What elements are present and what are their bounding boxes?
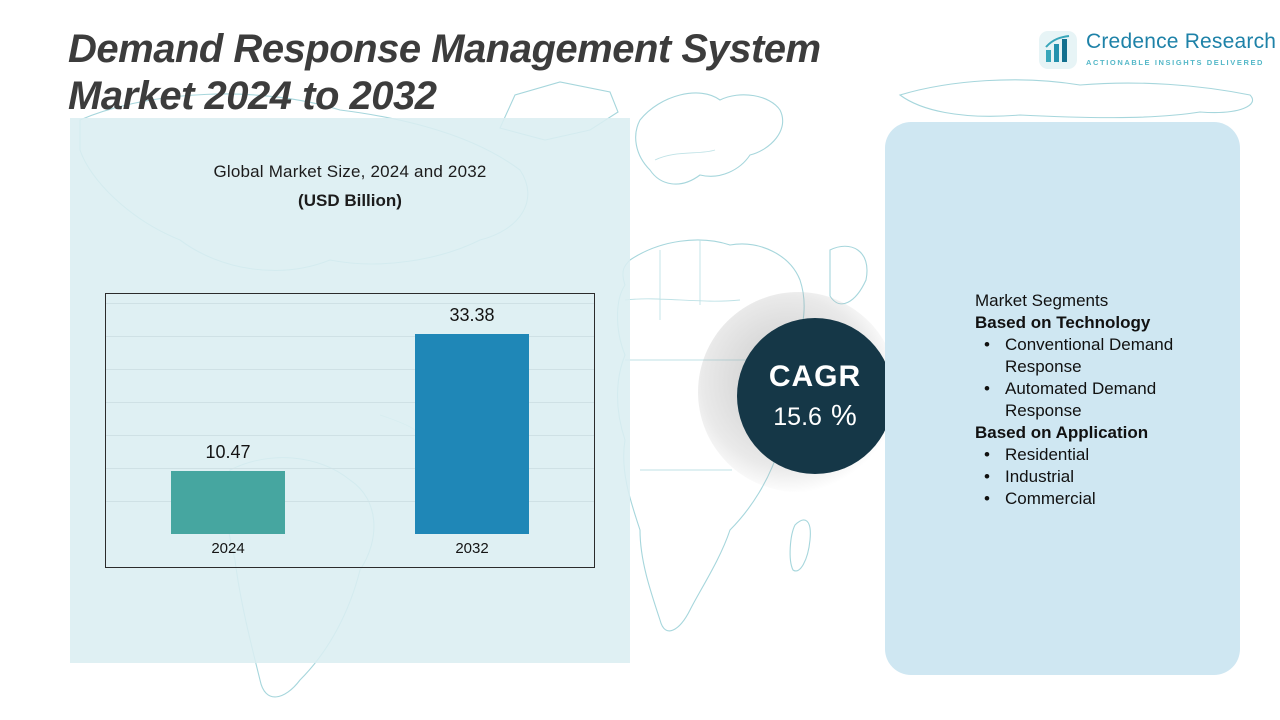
cagr-value-row: 15.6 % bbox=[773, 400, 856, 433]
cagr-value: 15.6 bbox=[773, 402, 822, 431]
cagr-percent-sign: % bbox=[830, 399, 857, 432]
list-item: • Residential bbox=[975, 444, 1223, 466]
page-title-line1: Demand Response Management System bbox=[68, 27, 821, 71]
brand-tagline: Actionable Insights Delivered bbox=[1086, 58, 1265, 67]
segment-item-label: Commercial bbox=[1005, 489, 1096, 508]
page-title: Demand Response Management System Market… bbox=[68, 26, 968, 120]
chart-title: Global Market Size, 2024 and 2032 bbox=[213, 162, 487, 181]
segments-title: Market Segments bbox=[975, 291, 1109, 310]
bar-group-2032: 33.38 bbox=[350, 294, 594, 534]
x-axis-label-2032: 2032 bbox=[455, 540, 489, 557]
chart-panel: Global Market Size, 2024 and 2032 (USD B… bbox=[70, 118, 630, 663]
list-item: • Commercial bbox=[975, 488, 1223, 510]
bar-chart: 10.47 33.38 2024 2032 bbox=[105, 293, 595, 568]
page-title-line2: Market 2024 to 2032 bbox=[68, 74, 437, 119]
cagr-label: CAGR bbox=[768, 359, 862, 393]
chart-bar bbox=[415, 333, 529, 534]
bullet-icon: • bbox=[984, 467, 990, 486]
bar-value-label: 33.38 bbox=[449, 304, 495, 325]
list-item: • Automated Demand Response bbox=[975, 378, 1223, 422]
bar-chart-plot-area: 10.47 33.38 bbox=[106, 294, 594, 534]
bullet-icon: • bbox=[984, 489, 990, 508]
chart-bar bbox=[171, 471, 285, 534]
x-axis-label-2024: 2024 bbox=[211, 540, 245, 557]
bullet-icon: • bbox=[984, 445, 990, 464]
list-item: • Industrial bbox=[975, 466, 1223, 488]
chart-subtitle: (USD Billion) bbox=[298, 191, 402, 210]
cagr-badge: CAGR 15.6 % bbox=[737, 318, 893, 474]
brand-name: Credence Research bbox=[1086, 30, 1277, 53]
bullet-icon: • bbox=[984, 335, 990, 354]
bar-group-2024: 10.47 bbox=[106, 294, 350, 534]
segments-panel: Market Segments Based on Technology • Co… bbox=[885, 122, 1240, 675]
segment-item-label: Automated Demand Response bbox=[1005, 379, 1157, 420]
segment-item-label: Conventional Demand Response bbox=[1005, 335, 1174, 376]
segments-heading-technology: Based on Technology bbox=[975, 313, 1151, 332]
segments-content: Market Segments Based on Technology • Co… bbox=[975, 290, 1223, 510]
segment-item-label: Industrial bbox=[1005, 467, 1074, 486]
bar-value-label: 10.47 bbox=[205, 442, 251, 463]
bullet-icon: • bbox=[984, 379, 990, 398]
segment-item-label: Residential bbox=[1005, 445, 1090, 464]
x-axis-labels: 2024 2032 bbox=[106, 534, 594, 567]
bar-chart-logo-icon bbox=[1038, 30, 1078, 75]
segments-heading-application: Based on Application bbox=[975, 423, 1149, 442]
list-item: • Conventional Demand Response bbox=[975, 334, 1223, 378]
brand-logo: Credence Research Actionable Insights De… bbox=[1038, 30, 1276, 75]
chart-title-block: Global Market Size, 2024 and 2032 (USD B… bbox=[70, 162, 630, 211]
